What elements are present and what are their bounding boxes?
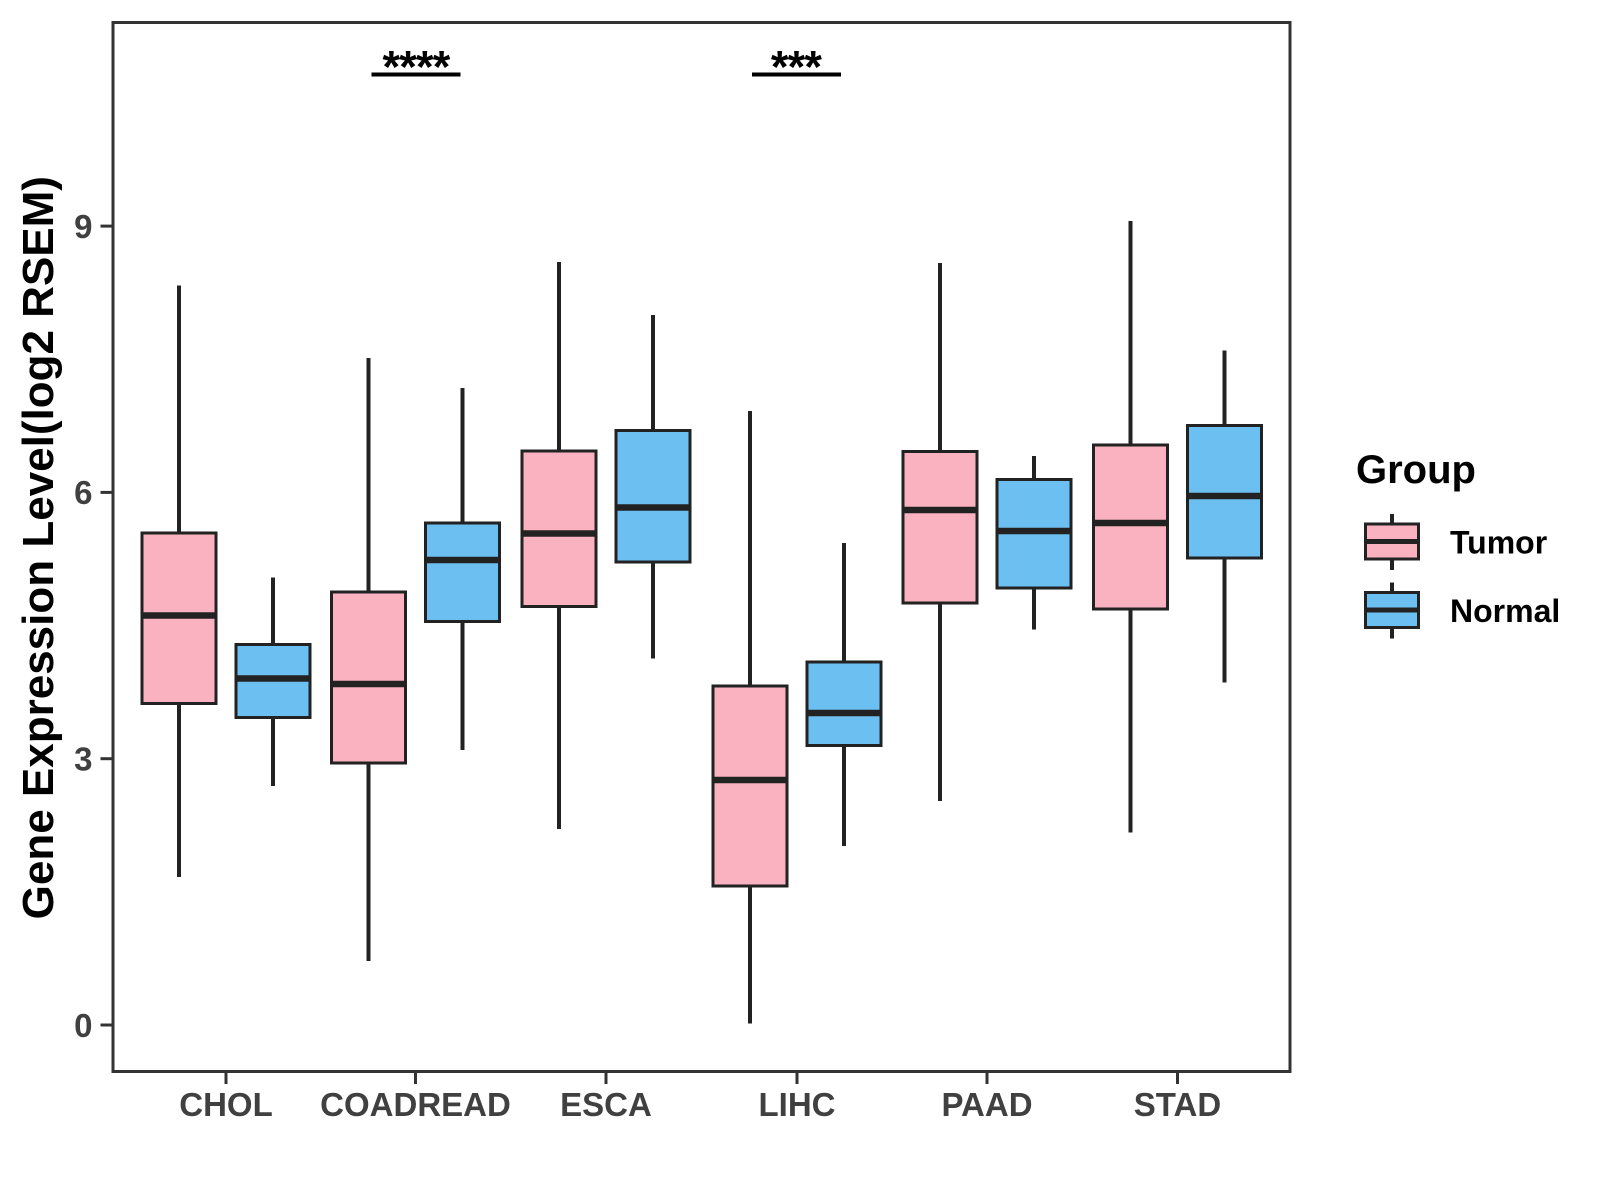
svg-text:LIHC: LIHC xyxy=(759,1086,836,1123)
svg-text:Tumor: Tumor xyxy=(1450,525,1547,561)
svg-text:ESCA: ESCA xyxy=(560,1086,652,1123)
svg-text:6: 6 xyxy=(74,474,92,511)
svg-text:PAAD: PAAD xyxy=(941,1086,1032,1123)
svg-text:STAD: STAD xyxy=(1134,1086,1221,1123)
svg-text:Gene Expression Level(log2 RSE: Gene Expression Level(log2 RSEM) xyxy=(14,176,63,919)
svg-text:Normal: Normal xyxy=(1450,593,1560,629)
svg-text:3: 3 xyxy=(74,741,92,778)
svg-text:Group: Group xyxy=(1356,448,1476,492)
svg-text:0: 0 xyxy=(74,1007,92,1044)
svg-text:9: 9 xyxy=(74,208,92,245)
svg-text:****: **** xyxy=(382,42,450,93)
svg-text:COADREAD: COADREAD xyxy=(320,1086,511,1123)
svg-text:***: *** xyxy=(771,42,823,93)
svg-text:CHOL: CHOL xyxy=(179,1086,273,1123)
